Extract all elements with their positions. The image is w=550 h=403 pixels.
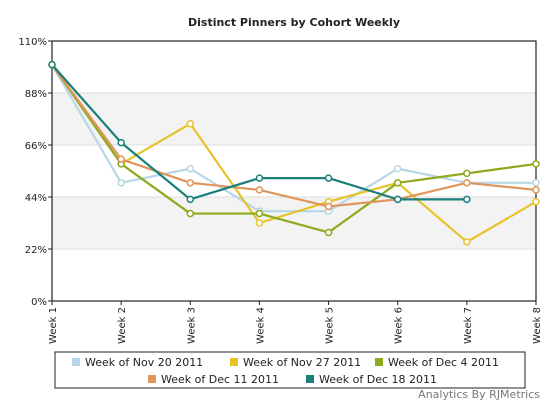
legend-swatch [375, 358, 383, 366]
series-lines [51, 63, 537, 244]
y-tick-label: 0% [31, 297, 47, 308]
data-point [463, 169, 471, 178]
data-point [393, 195, 402, 204]
data-point [463, 238, 471, 246]
series-line [51, 64, 536, 213]
x-tick-label: Week 8 [532, 307, 543, 344]
x-tick-label: Week 3 [186, 307, 197, 344]
data-point [255, 186, 264, 194]
data-point [532, 179, 540, 187]
legend-label: Week of Dec 18 2011 [319, 373, 437, 386]
grid-band [52, 93, 536, 145]
data-point [117, 155, 125, 163]
x-axis-ticks: Week 1 Week 2 Week 3 Week 4 Week 5 Week 6 Week… [48, 301, 543, 344]
y-tick-label: 44% [25, 193, 47, 204]
x-tick-label: Week 1 [48, 307, 59, 344]
legend-label: Week of Dec 4 2011 [388, 356, 499, 369]
series-line [51, 64, 537, 234]
y-tick-label: 22% [25, 245, 47, 256]
x-tick-label: Week 6 [394, 307, 405, 344]
legend-label: Week of Nov 27 2011 [243, 356, 361, 369]
legend-label: Week of Dec 11 2011 [161, 373, 279, 386]
data-point [48, 60, 56, 69]
data-point [255, 219, 264, 227]
legend-swatch [230, 358, 238, 366]
y-tick-label: 88% [25, 89, 47, 100]
y-tick-label: 110% [18, 37, 47, 48]
data-point [186, 195, 195, 204]
data-point [393, 179, 402, 187]
legend-box [54, 351, 526, 389]
data-point [324, 228, 333, 237]
data-point [117, 179, 125, 187]
data-point [532, 197, 540, 206]
data-point [463, 195, 471, 204]
x-tick-label: Week 2 [117, 307, 128, 344]
legend-swatch [72, 358, 80, 366]
series-line [51, 63, 537, 208]
data-point [393, 164, 402, 173]
x-tick-label: Week 5 [325, 307, 336, 344]
plot-frame [51, 40, 537, 302]
data-point [117, 138, 125, 147]
x-tick-label: Week 7 [463, 307, 474, 344]
data-point [186, 209, 195, 218]
legend-swatch [306, 375, 314, 383]
series-line [51, 64, 537, 244]
data-point [324, 174, 333, 182]
data-point [186, 164, 195, 173]
data-point [532, 160, 540, 168]
grid-bands [52, 93, 536, 249]
data-point [186, 119, 195, 128]
data-point [255, 174, 264, 182]
grid-lines [52, 92, 536, 250]
chart-title: Distinct Pinners by Cohort Weekly [188, 16, 400, 29]
y-tick-label: 66% [25, 141, 47, 152]
series-points [48, 60, 540, 246]
data-point [255, 209, 264, 218]
legend-swatch [148, 375, 156, 383]
x-tick-label: Week 4 [255, 307, 266, 344]
data-point [324, 202, 333, 211]
data-point [532, 186, 540, 194]
legend-label: Week of Nov 20 2011 [85, 356, 203, 369]
data-point [186, 179, 195, 187]
y-axis-ticks: 0% 22% 44% 66% 88% 110% [18, 37, 52, 308]
legend: Week of Nov 20 2011 Week of Nov 27 2011 We… [54, 351, 526, 389]
data-point [463, 179, 471, 187]
credit-text: Analytics By RJMetrics [418, 388, 540, 401]
